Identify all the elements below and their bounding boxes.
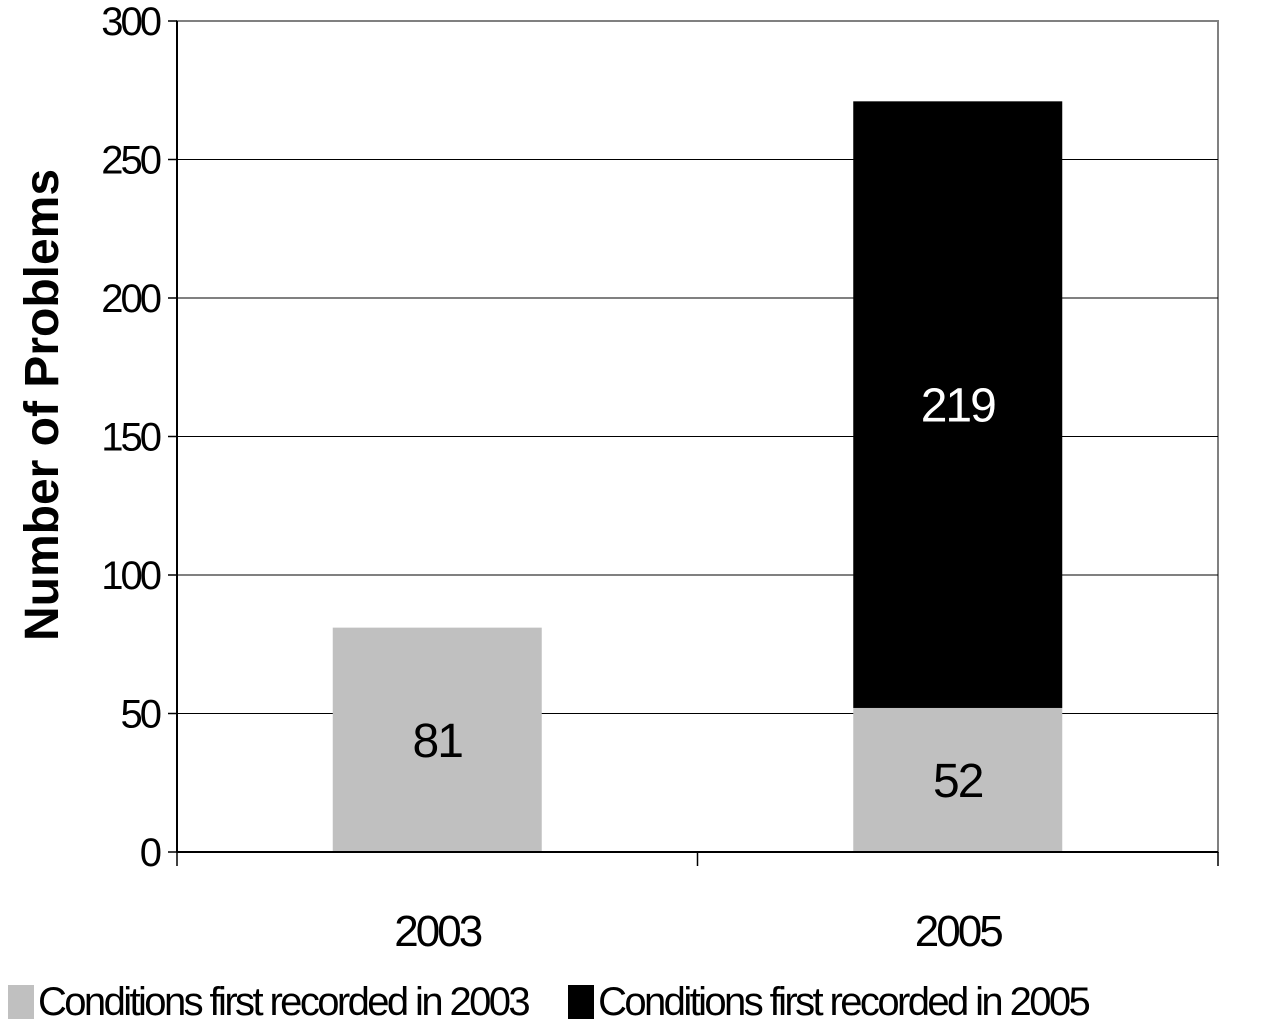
y-axis-label: Number of Problems — [16, 169, 69, 641]
bar-2003-series-1 — [332, 627, 542, 852]
data-label-2005-series-2: 219 — [921, 380, 995, 433]
x-tick-label-2005: 2005 — [915, 907, 1002, 956]
legend: Conditions first recorded in 2003 Condit… — [8, 979, 1128, 1025]
axes: 0 50 100 150 200 250 300 2003 2005 — [101, 0, 1219, 956]
legend-item-2003: Conditions first recorded in 2003 — [8, 979, 531, 1025]
y-tick-label-250: 250 — [101, 139, 160, 183]
bar-2005-series-2 — [853, 101, 1063, 708]
data-label-2005-series-1: 52 — [933, 755, 983, 808]
y-tick-label-0: 0 — [140, 831, 161, 875]
y-tick-label-200: 200 — [101, 277, 160, 321]
legend-swatch-2005 — [568, 985, 595, 1019]
y-tick-label-150: 150 — [101, 416, 160, 460]
x-tick-label-2003: 2003 — [394, 907, 481, 956]
data-label-2003-series-1: 81 — [413, 715, 463, 768]
bar-chart: 81 52 219 0 50 100 150 200 250 300 2003 2005 Numbe… — [16, 0, 1219, 956]
bars: 81 52 219 — [332, 101, 1063, 852]
y-tick-label-50: 50 — [121, 693, 161, 737]
legend-label-2005: Conditions first recorded in 2005 — [598, 979, 1091, 1024]
legend-swatch-2003 — [8, 985, 34, 1019]
bar-2005-series-1 — [853, 707, 1063, 852]
legend-item-2005: Conditions first recorded in 2005 — [568, 979, 1091, 1025]
y-tick-label-100: 100 — [101, 554, 160, 598]
y-tick-label-300: 300 — [101, 0, 160, 44]
legend-label-2003: Conditions first recorded in 2003 — [38, 979, 531, 1024]
